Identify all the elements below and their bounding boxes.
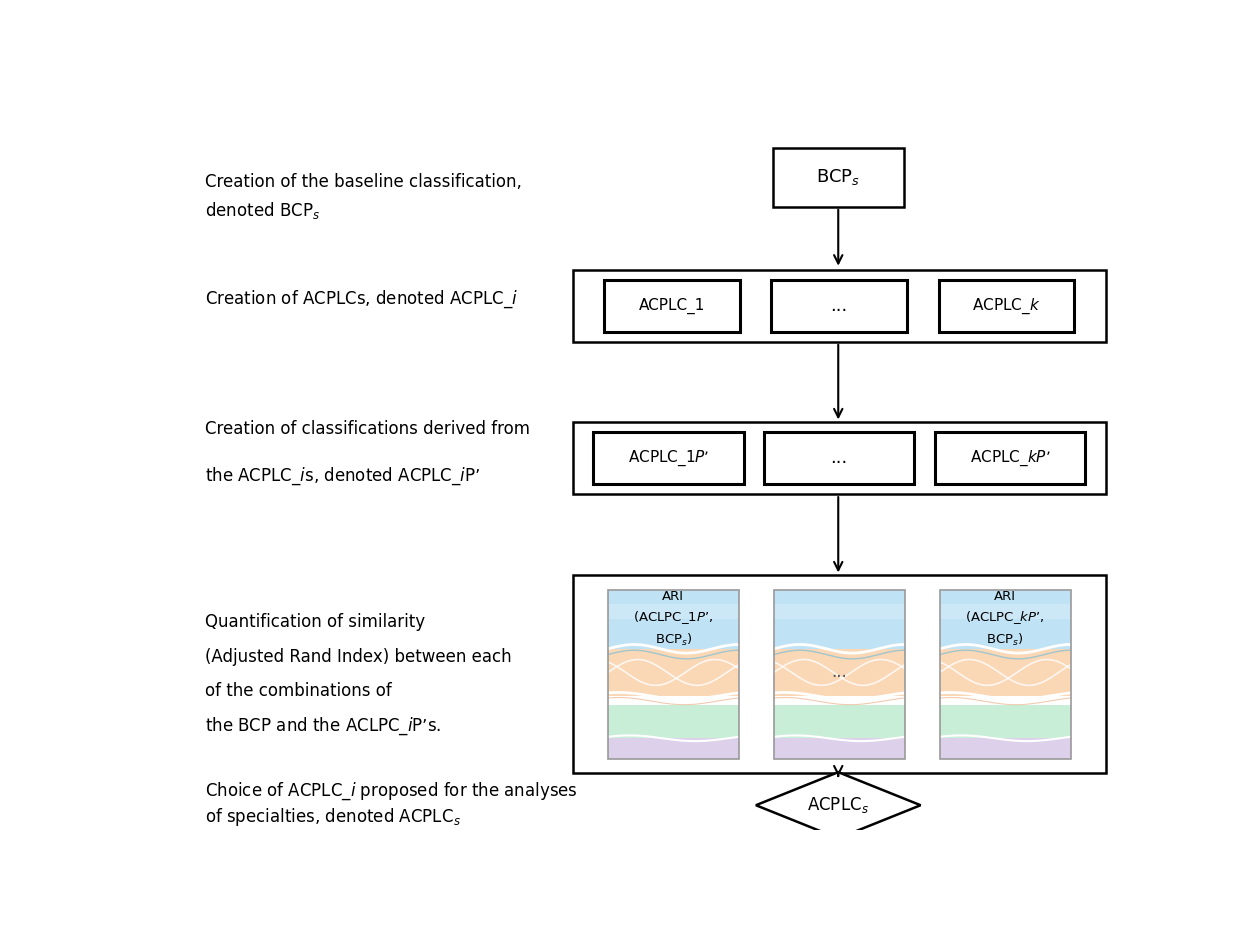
Text: Quantification of similarity: Quantification of similarity [205,613,425,632]
FancyBboxPatch shape [572,270,1106,341]
FancyBboxPatch shape [594,432,744,484]
FancyBboxPatch shape [940,696,1070,704]
Text: of specialties, denoted ACPLC$_s$: of specialties, denoted ACPLC$_s$ [205,806,460,829]
FancyBboxPatch shape [772,148,904,207]
Text: ACPLC_$k$: ACPLC_$k$ [972,297,1040,315]
Polygon shape [756,773,920,838]
FancyBboxPatch shape [604,280,740,332]
FancyBboxPatch shape [764,432,914,484]
FancyBboxPatch shape [939,280,1074,332]
FancyBboxPatch shape [608,605,739,620]
FancyBboxPatch shape [940,738,1070,759]
Text: ...: ... [830,297,848,315]
FancyBboxPatch shape [940,648,1070,696]
Text: ACPLC$_s$: ACPLC$_s$ [808,795,869,815]
FancyBboxPatch shape [774,605,905,620]
FancyBboxPatch shape [940,605,1070,620]
Text: (Adjusted Rand Index) between each: (Adjusted Rand Index) between each [205,648,511,666]
FancyBboxPatch shape [608,648,739,696]
Text: Creation of classifications derived from: Creation of classifications derived from [205,421,530,439]
Text: the ACPLC_$i$s, denoted ACPLC_$i$P’: the ACPLC_$i$s, denoted ACPLC_$i$P’ [205,466,480,487]
Text: ACPLC_1: ACPLC_1 [639,298,705,314]
Text: Creation of the baseline classification,: Creation of the baseline classification, [205,173,521,191]
Text: denoted BCP$_s$: denoted BCP$_s$ [205,200,320,220]
FancyBboxPatch shape [774,590,905,648]
FancyBboxPatch shape [608,696,739,704]
FancyBboxPatch shape [771,280,908,332]
Text: ...: ... [830,449,848,467]
Text: ...: ... [831,663,848,681]
FancyBboxPatch shape [774,696,905,704]
Text: ACPLC_1$P$’: ACPLC_1$P$’ [628,449,709,468]
Text: the BCP and the ACLPC_$i$P’s.: the BCP and the ACLPC_$i$P’s. [205,715,441,737]
FancyBboxPatch shape [608,738,739,759]
Text: ARI
(ACLPC_1$P$’,
BCP$_s$): ARI (ACLPC_1$P$’, BCP$_s$) [634,591,714,648]
FancyBboxPatch shape [608,704,739,738]
FancyBboxPatch shape [774,704,905,738]
Text: of the combinations of: of the combinations of [205,682,391,701]
Text: BCP$_s$: BCP$_s$ [816,167,860,188]
FancyBboxPatch shape [774,738,905,759]
FancyBboxPatch shape [940,704,1070,738]
Text: ARI
(ACLPC_$k$$P$’,
BCP$_s$): ARI (ACLPC_$k$$P$’, BCP$_s$) [965,591,1045,648]
FancyBboxPatch shape [572,576,1106,773]
FancyBboxPatch shape [608,590,739,648]
FancyBboxPatch shape [940,590,1070,648]
FancyBboxPatch shape [774,648,905,696]
Text: ACPLC_$k$$P$’: ACPLC_$k$$P$’ [970,449,1050,468]
Text: Choice of ACPLC_$i$ proposed for the analyses: Choice of ACPLC_$i$ proposed for the ana… [205,780,578,801]
FancyBboxPatch shape [572,423,1106,494]
FancyBboxPatch shape [935,432,1085,484]
Text: Creation of ACPLCs, denoted ACPLC_$i$: Creation of ACPLCs, denoted ACPLC_$i$ [205,288,518,310]
